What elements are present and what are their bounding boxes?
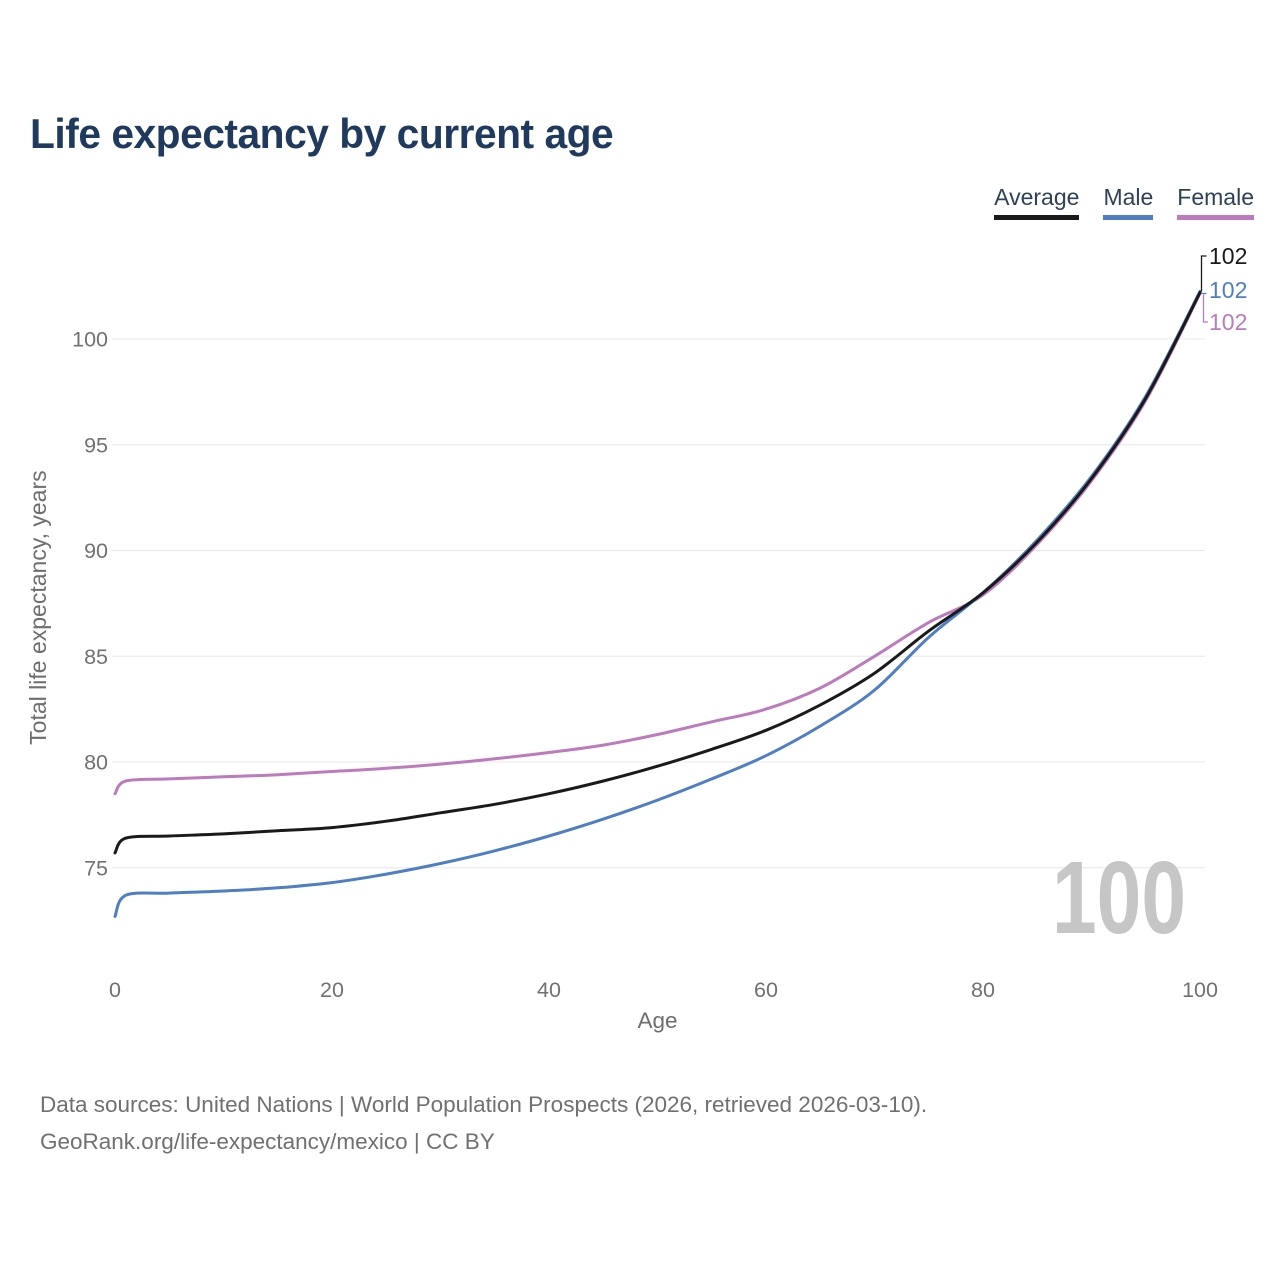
y-axis-tick-label: 95 xyxy=(84,433,108,457)
x-axis-tick-label: 100 xyxy=(1182,978,1218,1002)
legend-item-average[interactable]: Average xyxy=(994,184,1080,220)
end-connector-female xyxy=(1202,294,1208,323)
y-axis-tick-label: 75 xyxy=(84,856,108,880)
series-line-male xyxy=(113,289,1202,918)
end-connector-average xyxy=(1200,255,1207,292)
legend-item-female[interactable]: Female xyxy=(1177,184,1254,220)
x-axis-tick-label: 20 xyxy=(320,978,344,1002)
y-axis-title: Total life expectancy, years xyxy=(25,470,51,744)
x-axis-tick-label: 80 xyxy=(971,978,995,1002)
end-label-female: 102 xyxy=(1209,309,1248,335)
x-axis-tick-label: 60 xyxy=(754,978,778,1002)
y-axis-tick-label: 90 xyxy=(84,539,108,563)
legend-item-male[interactable]: Male xyxy=(1103,184,1154,220)
data-source-line2: GeoRank.org/life-expectancy/mexico | CC … xyxy=(40,1129,495,1154)
data-source-line1: Data sources: United Nations | World Pop… xyxy=(40,1092,928,1117)
chart-title: Life expectancy by current age xyxy=(30,110,614,157)
series-line-average xyxy=(113,291,1202,855)
y-axis-tick-label: 100 xyxy=(72,328,108,352)
age-watermark: 100 xyxy=(1052,840,1187,955)
series-line-female xyxy=(113,292,1202,796)
x-axis-tick-label: 0 xyxy=(109,978,121,1002)
x-axis-title: Age xyxy=(637,1008,677,1033)
y-axis-tick-label: 85 xyxy=(84,645,108,669)
end-label-average: 102 xyxy=(1209,243,1248,269)
x-axis-tick-label: 40 xyxy=(537,978,561,1002)
data-source-note: Data sources: United Nations | World Pop… xyxy=(40,1086,927,1160)
y-axis-tick-label: 80 xyxy=(84,751,108,775)
end-label-male: 102 xyxy=(1209,277,1248,303)
legend: Average Male Female xyxy=(994,184,1254,220)
